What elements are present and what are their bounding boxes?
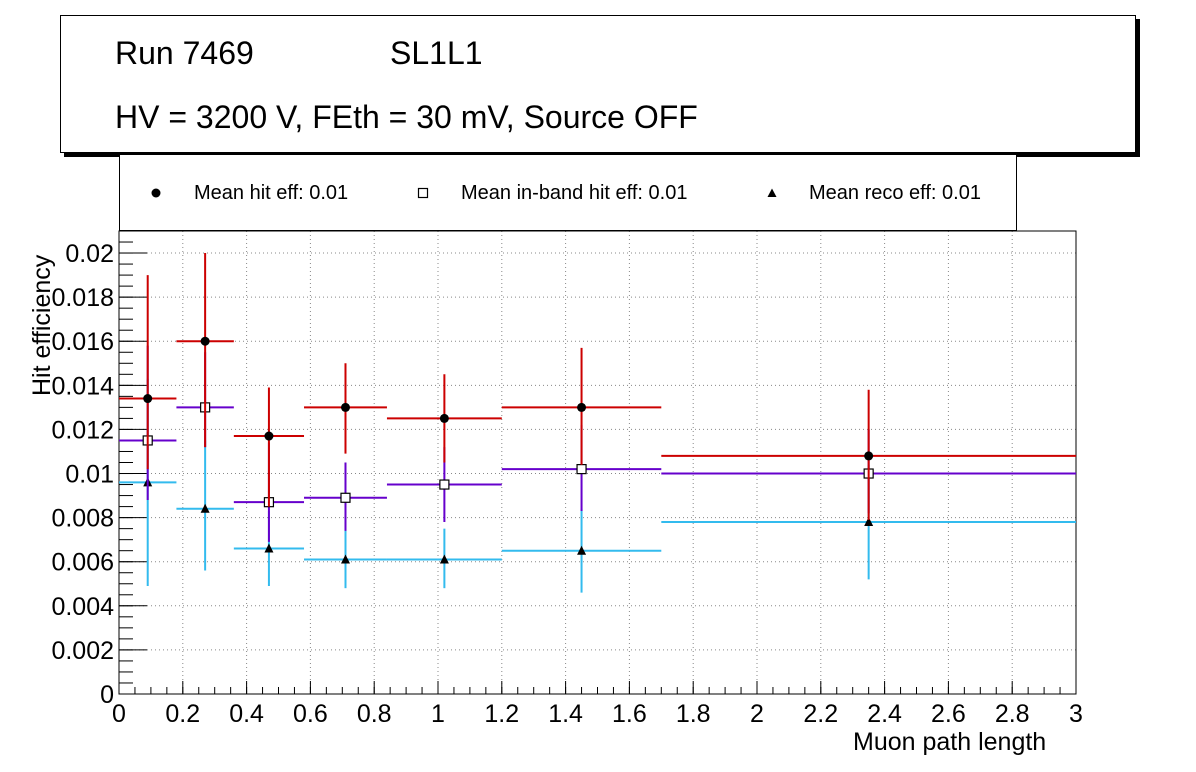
x-tick-label: 2.2 bbox=[803, 700, 838, 728]
x-tick-label: 1.6 bbox=[612, 700, 647, 728]
title-box: Run 7469 SL1L1 HV = 3200 V, FEth = 30 mV… bbox=[60, 15, 1136, 153]
y-axis-label: Hit efficiency bbox=[28, 254, 56, 396]
y-tick-label: 0 bbox=[100, 681, 114, 709]
data-point bbox=[264, 431, 274, 441]
x-tick-label: 1 bbox=[431, 700, 445, 728]
conditions-label: HV = 3200 V, FEth = 30 mV, Source OFF bbox=[115, 99, 698, 135]
y-tick-label: 0.002 bbox=[51, 637, 114, 665]
y-tick-label: 0.012 bbox=[51, 416, 114, 444]
legend-label-hit: Mean hit eff: 0.01 bbox=[194, 182, 349, 204]
legend-marker-reco bbox=[767, 188, 777, 197]
legend-marker-hit bbox=[151, 188, 161, 198]
data-point bbox=[340, 492, 351, 503]
data-point bbox=[439, 479, 450, 490]
legend: Mean hit eff: 0.01 Mean in-band hit eff:… bbox=[119, 155, 1017, 231]
x-tick-label: 1.8 bbox=[676, 700, 711, 728]
x-tick-label: 1.2 bbox=[484, 700, 519, 728]
y-tick-label: 0.004 bbox=[51, 593, 114, 621]
layer-label: SL1L1 bbox=[390, 35, 483, 71]
x-tick-label: 2.4 bbox=[867, 700, 902, 728]
y-tick-label: 0.008 bbox=[51, 505, 114, 533]
data-point bbox=[577, 545, 587, 555]
x-tick-label: 0.8 bbox=[357, 700, 392, 728]
data-point bbox=[340, 554, 350, 564]
x-tick-label: 0.2 bbox=[165, 700, 200, 728]
x-tick-label: 0 bbox=[112, 700, 126, 728]
series-0 bbox=[119, 253, 1076, 520]
data-point bbox=[439, 554, 449, 564]
grid bbox=[119, 231, 1076, 694]
data-point bbox=[577, 402, 587, 412]
data-point bbox=[864, 517, 874, 527]
x-tick-label: 2.8 bbox=[995, 700, 1030, 728]
series-1 bbox=[119, 345, 1076, 542]
x-tick-label: 0.6 bbox=[293, 700, 328, 728]
y-tick-label: 0.014 bbox=[51, 372, 114, 400]
legend-label-reco: Mean reco eff: 0.01 bbox=[809, 182, 981, 204]
x-tick-label: 3 bbox=[1069, 700, 1083, 728]
axes: 0 0.2 0.4 0.6 0.8 1 1.2 1.4 1.6 1.8 2 2.2 2.4 2.6 2.8 3… bbox=[51, 230, 1083, 728]
data-point bbox=[200, 336, 210, 346]
data-point bbox=[340, 402, 350, 412]
x-tick-label: 1.4 bbox=[548, 700, 583, 728]
y-tick-label: 0.018 bbox=[51, 284, 114, 312]
x-tick-label: 2 bbox=[750, 700, 764, 728]
series-2 bbox=[119, 378, 1076, 593]
run-label: Run 7469 bbox=[115, 35, 254, 71]
data-point bbox=[439, 413, 449, 423]
data-point bbox=[143, 394, 153, 404]
data-point bbox=[200, 503, 210, 513]
y-tick-label: 0.02 bbox=[65, 240, 114, 268]
legend-marker-inband bbox=[417, 187, 429, 199]
data-series bbox=[119, 253, 1076, 593]
legend-label-inband: Mean in-band hit eff: 0.01 bbox=[461, 182, 688, 204]
data-point bbox=[576, 464, 587, 475]
plot-frame bbox=[118, 230, 1077, 695]
x-axis-label: Muon path length bbox=[853, 728, 1047, 756]
x-tick-label: 0.4 bbox=[229, 700, 264, 728]
y-tick-label: 0.01 bbox=[65, 461, 114, 489]
data-point bbox=[864, 451, 874, 461]
y-tick-label: 0.016 bbox=[51, 328, 114, 356]
y-tick-label: 0.006 bbox=[51, 549, 114, 577]
x-tick-label: 2.6 bbox=[931, 700, 966, 728]
data-point bbox=[264, 543, 274, 553]
